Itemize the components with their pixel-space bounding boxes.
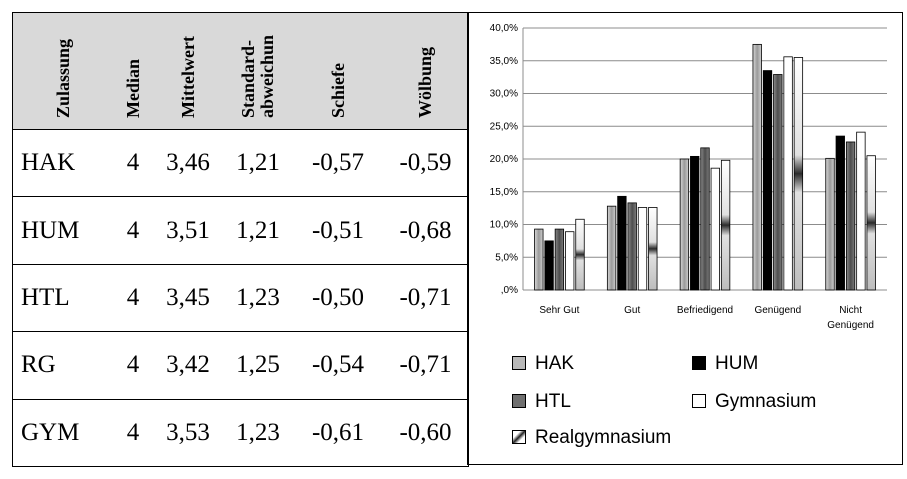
y-tick-label: 10,0% <box>490 220 518 231</box>
legend-label-hak: HAK <box>535 353 575 374</box>
woelbung-cell: -0,60 <box>383 398 469 468</box>
bar-hak-2 <box>606 205 617 291</box>
bar-hak-4 <box>752 43 762 291</box>
legend-item-hak: HAK <box>512 353 574 375</box>
bar-gymnasium-5 <box>856 131 866 291</box>
header-median: Median <box>113 12 153 130</box>
header-zulassung: Zulassung <box>12 12 113 130</box>
stats-table: Zulassung Median Mittelwert Standard- ab… <box>12 12 469 468</box>
bar-hum-2 <box>617 195 627 291</box>
schiefe-cell: -0,51 <box>293 196 383 265</box>
stdabw-cell: 1,23 <box>223 263 293 333</box>
y-tick-label: 5,0% <box>495 252 518 263</box>
bar-htl-5 <box>845 141 856 291</box>
header-standardabweichung: Standard- abweichun <box>223 12 293 130</box>
bar-gymnasium-3 <box>710 167 720 291</box>
legend-item-gymnasium: Gymnasium <box>692 391 816 413</box>
legend-swatch-gymnasium <box>692 394 706 408</box>
median-cell: 4 <box>113 398 153 468</box>
table-header-row: Zulassung Median Mittelwert Standard- ab… <box>12 12 469 130</box>
y-tick-label: 20,0% <box>490 154 518 165</box>
row-label: GYM <box>12 398 113 468</box>
header-schiefe: Schiefe <box>293 12 383 130</box>
legend-swatch-realgymnasium <box>512 430 526 444</box>
bar-gymnasium-2 <box>637 207 648 291</box>
y-tick-label: 15,0% <box>490 187 518 198</box>
legend-swatch-htl <box>512 394 526 408</box>
woelbung-cell: -0,59 <box>383 128 469 198</box>
schiefe-cell: -0,61 <box>293 398 383 468</box>
legend-item-htl: HTL <box>512 391 571 413</box>
row-label: HAK <box>12 128 113 198</box>
y-tick-label: 35,0% <box>490 56 518 67</box>
y-tick-label: 40,0% <box>490 23 518 34</box>
bar-realgymnasium-1 <box>575 218 585 291</box>
table-row: HUM 4 3,51 1,21 -0,51 -0,68 <box>12 196 469 265</box>
y-tick-label: 25,0% <box>490 121 518 132</box>
woelbung-cell: -0,71 <box>383 331 469 400</box>
row-label: RG <box>12 331 113 400</box>
bar-gymnasium-1 <box>565 231 575 291</box>
bar-htl-2 <box>627 202 637 291</box>
mittelwert-cell: 3,45 <box>153 263 223 333</box>
median-cell: 4 <box>113 331 153 400</box>
legend-item-realgymnasium: Realgymnasium <box>512 427 671 449</box>
header-woelbung: Wölbung <box>383 12 469 130</box>
legend-label-realgymnasium: Realgymnasium <box>535 427 672 448</box>
mittelwert-cell: 3,42 <box>153 331 223 400</box>
legend-label-hum: HUM <box>715 353 759 374</box>
stdabw-cell: 1,23 <box>223 398 293 468</box>
median-cell: 4 <box>113 128 153 198</box>
bar-gymnasium-4 <box>783 56 793 291</box>
bar-hak-3 <box>679 158 690 291</box>
bar-hum-4 <box>762 70 773 291</box>
table-row: HTL 4 3,45 1,23 -0,50 -0,71 <box>12 263 469 333</box>
legend-item-hum: HUM <box>692 353 758 375</box>
x-tick-label: Genügend <box>754 305 801 316</box>
legend-swatch-hum <box>692 356 706 370</box>
bar-realgymnasium-2 <box>648 207 658 291</box>
chart-legend: HAK HUM HTL Gymnasium Realgymnasium <box>512 353 902 463</box>
bar-realgymnasium-5 <box>866 155 876 291</box>
bar-htl-3 <box>700 147 710 291</box>
y-tick-label: 30,0% <box>490 89 518 100</box>
stdabw-cell: 1,25 <box>223 331 293 400</box>
bar-hak-5 <box>825 157 835 291</box>
mittelwert-cell: 3,51 <box>153 196 223 265</box>
x-tick-label: Gut <box>624 305 640 316</box>
row-label: HTL <box>12 263 113 333</box>
legend-label-htl: HTL <box>535 391 571 412</box>
table-row: GYM 4 3,53 1,23 -0,61 -0,60 <box>12 398 469 468</box>
stdabw-cell: 1,21 <box>223 196 293 265</box>
bar-hum-5 <box>835 135 845 291</box>
bar-realgymnasium-4 <box>793 57 804 291</box>
bar-realgymnasium-3 <box>720 159 731 291</box>
chart-frame <box>467 12 903 465</box>
x-tick-label: Nicht <box>839 305 862 316</box>
bar-hum-3 <box>690 155 700 291</box>
header-mittelwert: Mittelwert <box>153 12 223 130</box>
schiefe-cell: -0,50 <box>293 263 383 333</box>
bar-hum-1 <box>544 240 554 291</box>
y-tick-label: ,0% <box>501 285 518 296</box>
mittelwert-cell: 3,53 <box>153 398 223 468</box>
legend-swatch-hak <box>512 356 526 370</box>
mittelwert-cell: 3,46 <box>153 128 223 198</box>
schiefe-cell: -0,57 <box>293 128 383 198</box>
schiefe-cell: -0,54 <box>293 331 383 400</box>
woelbung-cell: -0,68 <box>383 196 469 265</box>
row-label: HUM <box>12 196 113 265</box>
x-tick-label: Befriedigend <box>677 305 733 316</box>
legend-label-gymnasium: Gymnasium <box>715 391 817 412</box>
bar-htl-4 <box>773 74 783 291</box>
bar-hak-1 <box>534 228 544 291</box>
bar-htl-1 <box>554 228 565 291</box>
x-tick-label: Sehr Gut <box>539 305 579 316</box>
table-row: RG 4 3,42 1,25 -0,54 -0,71 <box>12 331 469 400</box>
x-tick-label: Genügend <box>827 320 874 331</box>
